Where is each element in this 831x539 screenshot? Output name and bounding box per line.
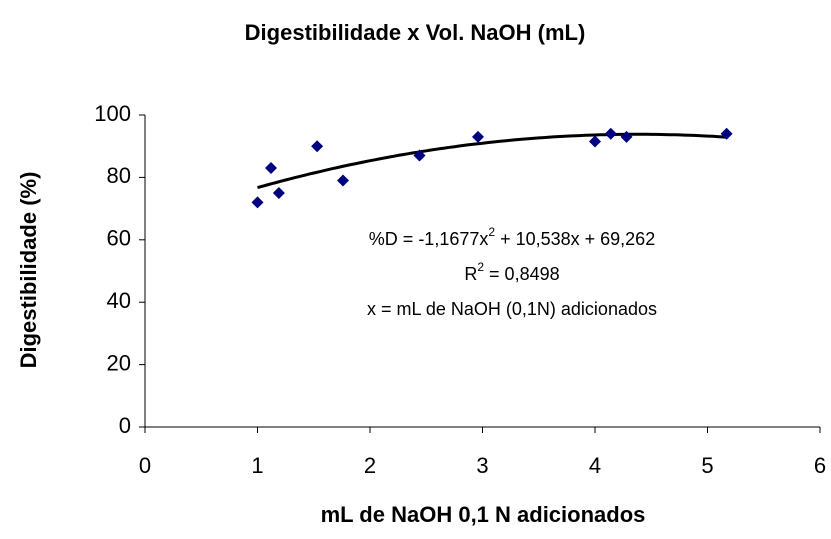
x-tick-label: 5 — [701, 453, 713, 478]
annotation-part: + 10,538x + 69,262 — [495, 229, 655, 249]
x-tick-label: 3 — [476, 453, 488, 478]
y-axis-label: Digestibilidade (%) — [16, 172, 41, 369]
annotation: %D = -1,1677x2 + 10,538x + 69,262 — [369, 225, 655, 249]
y-tick-label: 20 — [107, 350, 131, 375]
x-tick-label: 0 — [139, 453, 151, 478]
x-tick-label: 1 — [251, 453, 263, 478]
x-axis-label: mL de NaOH 0,1 N adicionados — [321, 502, 646, 527]
x-tick-label: 2 — [364, 453, 376, 478]
data-point — [251, 196, 264, 209]
annotation-part: = 0,8498 — [484, 264, 560, 284]
data-point — [337, 174, 349, 187]
y-tick-label: 60 — [107, 226, 131, 251]
data-point — [265, 162, 277, 175]
annotation-part: 2 — [488, 225, 495, 239]
data-point — [272, 187, 285, 199]
data-point — [413, 149, 426, 162]
y-tick-label: 0 — [119, 413, 131, 438]
y-tick-label: 100 — [94, 101, 131, 126]
annotation: R2 = 0,8498 — [464, 260, 559, 284]
x-tick-label: 6 — [814, 453, 826, 478]
annotation-part: x = mL de NaOH (0,1N) adicionados — [367, 299, 657, 319]
chart-title: Digestibilidade x Vol. NaOH (mL) — [245, 20, 586, 45]
data-point — [472, 130, 484, 143]
data-point — [589, 135, 601, 148]
x-tick-label: 4 — [589, 453, 601, 478]
data-point — [720, 127, 733, 140]
data-point — [620, 130, 633, 143]
annotation-part: %D = -1,1677x — [369, 229, 489, 249]
y-tick-label: 80 — [107, 163, 131, 188]
data-point — [604, 127, 617, 140]
y-tick-label: 40 — [107, 288, 131, 313]
annotation-part: R — [464, 264, 477, 284]
trendline — [257, 132, 727, 190]
annotation: x = mL de NaOH (0,1N) adicionados — [367, 299, 657, 319]
data-point — [311, 140, 324, 153]
annotation-part: 2 — [477, 260, 484, 274]
